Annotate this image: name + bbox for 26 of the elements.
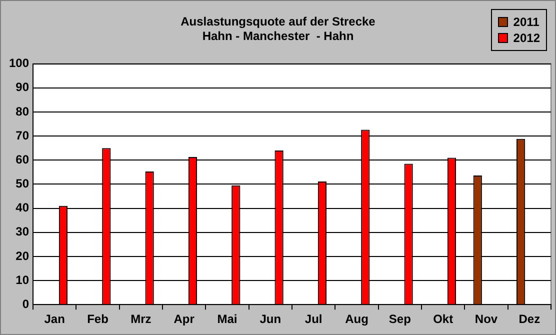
x-tick-label: Apr [174,312,195,326]
x-tick-label: Dez [518,312,540,326]
x-tick-label: Feb [87,312,108,326]
y-tick-label: 70 [16,128,30,142]
y-tick-label: 40 [16,200,30,215]
x-tick-label: Sep [388,312,411,326]
x-tick-label: Jun [260,312,282,326]
x-tick-label: Nov [474,312,498,326]
legend-label: 2011 [513,15,540,29]
y-tick-label: 30 [16,224,30,239]
y-tick-label: 60 [16,152,30,166]
x-tick-label: Okt [433,312,454,326]
y-tick-label: 90 [16,80,30,94]
x-tick-label: Mai [217,312,238,326]
y-tick-label: 10 [16,272,30,287]
y-tick-label: 80 [16,104,30,118]
legend-label: 2012 [513,31,540,45]
x-tick-label: Aug [345,312,368,326]
chart-title: Auslastungsquote auf der Strecke Hahn - Manchester - Hahn [180,14,376,43]
y-tick-label: 20 [16,248,30,263]
y-tick-label: 100 [8,56,30,70]
y-tick-label: 50 [16,176,30,191]
x-tick-label: Mrz [130,312,152,326]
x-tick-label: Jul [304,312,322,326]
y-tick-label: 0 [22,296,30,311]
x-tick-label: Jan [44,312,65,326]
